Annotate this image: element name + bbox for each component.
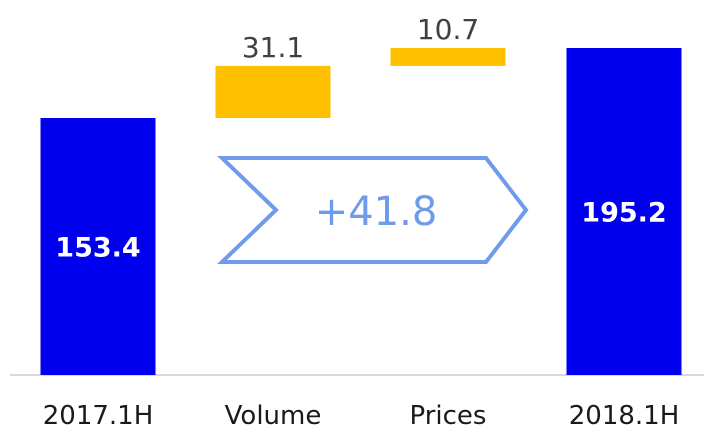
bar-volume bbox=[215, 65, 331, 119]
category-label-2017-1h: 2017.1H bbox=[43, 401, 154, 429]
bar-2018-1h bbox=[566, 48, 682, 375]
change-arrow bbox=[217, 156, 529, 264]
category-label-2018-1h: 2018.1H bbox=[569, 401, 680, 429]
value-label-2017-1h: 153.4 bbox=[55, 233, 140, 264]
value-label-prices: 10.7 bbox=[417, 13, 479, 46]
value-label-2018-1h: 195.2 bbox=[581, 198, 666, 229]
total-change-label: +41.8 bbox=[315, 189, 438, 235]
bar-2017-1h bbox=[40, 118, 156, 376]
category-label-prices: Prices bbox=[410, 401, 487, 429]
category-label-volume: Volume bbox=[225, 401, 322, 429]
value-label-volume: 31.1 bbox=[242, 31, 304, 64]
bar-prices bbox=[390, 48, 506, 66]
